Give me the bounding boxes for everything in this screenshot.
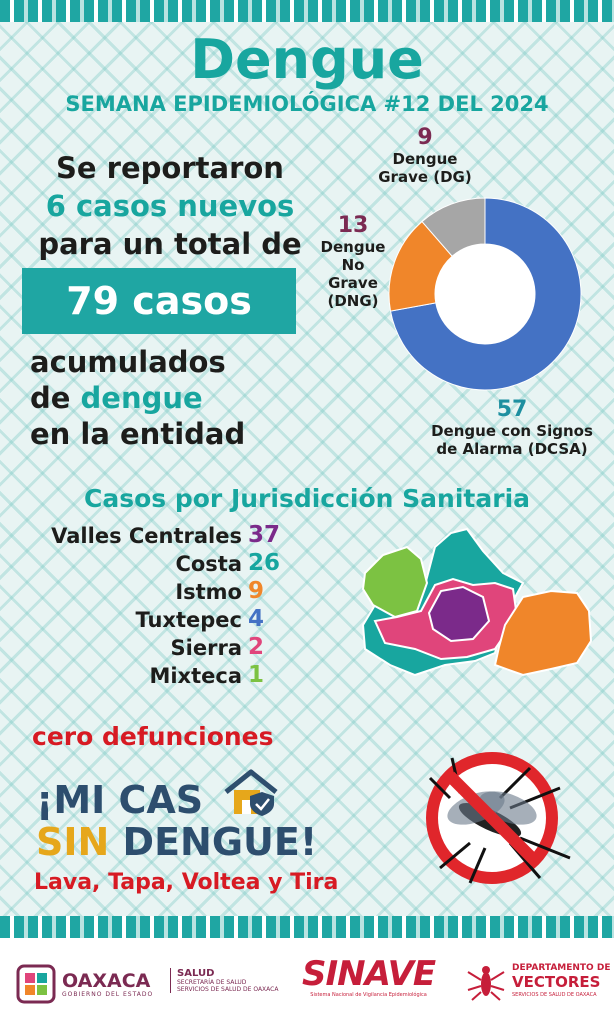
donut-chart-svg xyxy=(388,197,582,391)
bottom-border-band xyxy=(0,916,614,938)
dng-text-1: Dengue xyxy=(320,238,386,256)
sinave-logo: SINAVE Sistema Nacional de Vigilancia Ep… xyxy=(302,954,436,998)
page-title: Dengue xyxy=(190,28,424,91)
dept-line-3: SERVICIOS DE SALUD DE OAXACA xyxy=(512,992,597,998)
jurisdiction-row: Costa 26 xyxy=(0,550,300,580)
slogan-line-2: SIN DENGUE! xyxy=(36,820,317,864)
slogan-line-3: Lava, Tapa, Voltea y Tira xyxy=(34,870,339,895)
house-shield-icon xyxy=(222,768,280,818)
jurisdiction-name: Mixteca xyxy=(149,664,242,688)
donut-hole xyxy=(435,244,535,344)
jurisdiction-name: Istmo xyxy=(175,580,242,604)
salud-name: SALUD xyxy=(177,968,215,979)
jurisdiction-value: 4 xyxy=(248,606,265,632)
jurisdiction-title: Casos por Jurisdicción Sanitaria xyxy=(83,484,531,513)
footer xyxy=(0,938,614,1024)
cumulative-line-2: de dengue xyxy=(30,380,320,416)
slogan-dengue: DENGUE! xyxy=(109,820,318,864)
vectores-logo: DEPARTAMENTO DE VECTORES SERVICIOS DE SA… xyxy=(466,962,610,1002)
oaxaca-seal-icon xyxy=(16,964,56,1004)
jurisdiction-row: Mixteca 1 xyxy=(0,662,300,692)
intro-line-1: Se reportaron xyxy=(56,151,284,185)
sinave-subtitle: Sistema Nacional de Vigilancia Epidemiol… xyxy=(310,992,427,998)
jurisdiction-row: Sierra 2 xyxy=(0,634,300,664)
jurisdiction-row: Valles Centrales 37 xyxy=(0,522,300,552)
jurisdiction-name: Valles Centrales xyxy=(51,524,242,548)
salud-sub-2: SERVICIOS DE SALUD DE OAXACA xyxy=(177,986,279,993)
slogan-sin: SIN xyxy=(36,820,110,864)
jurisdiction-value: 26 xyxy=(248,550,281,576)
mosquito-logo-icon xyxy=(467,966,505,1001)
dng-text-4: (DNG) xyxy=(327,292,379,310)
cumulative-line-3: en la entidad xyxy=(30,417,246,451)
intro-new-cases: 6 casos nuevos xyxy=(45,189,295,223)
map-region-mixteca xyxy=(361,545,429,619)
dg-text-2: Grave (DG) xyxy=(378,168,472,186)
cumulative-de: de xyxy=(30,381,81,415)
dng-text-2: No xyxy=(341,256,365,274)
jurisdiction-value: 1 xyxy=(248,662,265,688)
map-region-valles xyxy=(427,585,491,643)
no-mosquito-icon xyxy=(390,748,580,888)
top-border-band xyxy=(0,0,614,22)
dng-value: 13 xyxy=(337,213,369,238)
page-subtitle: SEMANA EPIDEMIOLÓGICA #12 DEL 2024 xyxy=(65,92,549,116)
oaxaca-map xyxy=(355,525,595,700)
dept-line-2: VECTORES xyxy=(512,973,601,991)
map-region-istmo xyxy=(493,589,593,677)
sinave-name: SINAVE xyxy=(302,954,436,994)
dept-line-1: DEPARTAMENTO DE xyxy=(512,963,611,973)
jurisdiction-row: Istmo 9 xyxy=(0,578,300,608)
cumulative-dengue: dengue xyxy=(80,381,203,415)
jurisdiction-name: Costa xyxy=(175,552,242,576)
dng-label: 13 Dengue No Grave (DNG) xyxy=(310,213,396,311)
cumulative-line-1: acumulados xyxy=(30,345,226,379)
jurisdiction-name: Tuxtepec xyxy=(135,608,242,632)
oaxaca-map-svg xyxy=(361,527,593,677)
dg-text-1: Dengue xyxy=(392,150,458,168)
dcsa-label: 57 Dengue con Signos de Alarma (DCSA) xyxy=(420,397,604,459)
dng-text-3: Grave xyxy=(328,274,378,292)
deaths-text: cero defunciones xyxy=(32,722,274,751)
dcsa-text-1: Dengue con Signos xyxy=(431,422,593,440)
cumulative-text: acumulados de dengue en la entidad xyxy=(30,344,320,452)
jurisdiction-name: Sierra xyxy=(170,636,242,660)
slogan-line-1: ¡MI CAS xyxy=(36,778,204,822)
oaxaca-subtitle: GOBIERNO DEL ESTADO xyxy=(62,990,154,998)
dcsa-text-2: de Alarma (DCSA) xyxy=(436,440,588,458)
salud-sub-1: SECRETARÍA DE SALUD xyxy=(177,979,247,986)
oaxaca-name: OAXACA xyxy=(62,969,151,992)
jurisdiction-row: Tuxtepec 4 xyxy=(0,606,300,636)
jurisdiction-value: 37 xyxy=(248,522,281,548)
jurisdiction-value: 9 xyxy=(248,578,265,604)
total-cases-box: 79 casos xyxy=(22,268,296,334)
intro-line-3: para un total de xyxy=(38,227,302,261)
dg-label: 9 Dengue Grave (DG) xyxy=(370,125,480,187)
salud-logo: SALUD SECRETARÍA DE SALUD SERVICIOS DE S… xyxy=(170,968,278,993)
dg-value: 9 xyxy=(417,125,433,150)
oaxaca-logo: OAXACA GOBIERNO DEL ESTADO xyxy=(16,964,153,1004)
donut-chart xyxy=(388,197,582,391)
dcsa-value: 57 xyxy=(496,397,528,422)
jurisdiction-value: 2 xyxy=(248,634,265,660)
